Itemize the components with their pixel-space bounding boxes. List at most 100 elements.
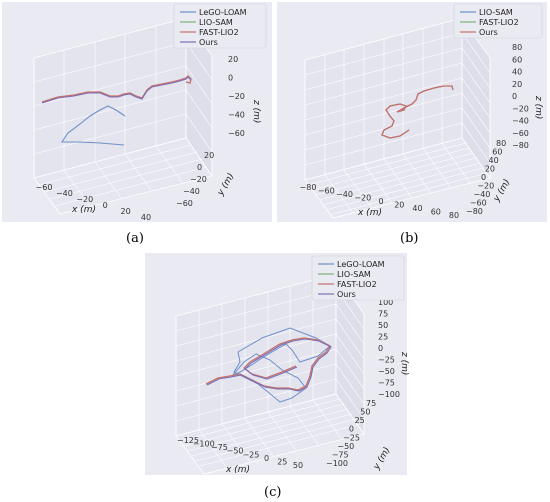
tick-label: −125 — [177, 436, 199, 445]
panel-c-caption: (c) — [264, 485, 281, 500]
panel-c-legend-label: Ours — [337, 290, 356, 299]
tick-label: −60 — [228, 129, 245, 138]
panel-b-z-ticks: 80 60 40 20 0 −20 −40 −60 −80 — [512, 43, 529, 150]
tick-label: −25 — [242, 450, 259, 459]
panel-a-xlabel: x (m) — [71, 205, 96, 215]
tick-label: 75 — [378, 310, 388, 319]
tick-label: 50 — [378, 321, 388, 330]
tick-label: −20 — [477, 182, 494, 191]
tick-label: −75 — [211, 443, 228, 452]
tick-label: 50 — [360, 408, 370, 417]
panel-a-z-ticks: 20 0 −20 −40 −60 — [228, 55, 245, 138]
panel-b-series-ours — [381, 85, 454, 139]
panel-a-grid — [33, 26, 213, 207]
panel-b-legend-label: Ours — [479, 28, 498, 37]
tick-label: 80 — [512, 43, 522, 52]
tick-label: 0 — [228, 74, 233, 83]
panel-b-legend-label: FAST-LIO2 — [479, 18, 519, 27]
tick-label: 60 — [512, 55, 522, 64]
tick-label: −60 — [36, 183, 53, 192]
tick-label: 20 — [485, 165, 495, 174]
tick-label: 20 — [204, 151, 214, 160]
tick-label: −80 — [512, 141, 529, 150]
tick-label: −40 — [56, 189, 73, 198]
tick-label: 0 — [481, 173, 486, 182]
tick-label: 60 — [431, 208, 441, 217]
tick-label: 20 — [228, 55, 238, 64]
panel-a-legend-label: Ours — [199, 38, 218, 47]
panel-b-caption: (b) — [400, 231, 418, 246]
tick-label: −100 — [326, 459, 348, 468]
tick-label: −25 — [378, 356, 395, 365]
panel-c-x-ticks: −125−100−75−50−25 0 25 50 — [177, 436, 303, 470]
tick-label: −50 — [337, 442, 354, 451]
panel-b-zlabel: z (m) — [533, 95, 543, 119]
tick-label: −20 — [76, 195, 93, 204]
tick-label: −100 — [378, 390, 400, 399]
tick-label: −40 — [336, 190, 353, 199]
tick-label: 40 — [512, 68, 522, 77]
tick-label: −80 — [300, 183, 317, 192]
tick-label: 25 — [378, 333, 388, 342]
panel-a-caption: (a) — [126, 231, 144, 246]
panel-a-legend: LeGO-LOAM LIO-SAM FAST-LIO2 Ours — [173, 3, 267, 49]
tick-label: −60 — [470, 199, 487, 208]
panel-c-legend: LeGO-LOAM LIO-SAM FAST-LIO2 Ours — [311, 255, 405, 301]
panel-b-grid — [304, 23, 491, 216]
panel-a-legend-label: LeGO-LOAM — [199, 8, 247, 17]
panel-c: −125−100−75−50−25 0 25 50 −100−75−50−250255… — [145, 253, 409, 500]
tick-label: −25 — [343, 433, 360, 442]
tick-label: 0 — [378, 197, 383, 206]
tick-label: 20 — [394, 201, 404, 210]
panel-a-legend-label: FAST-LIO2 — [199, 28, 239, 37]
tick-label: 20 — [121, 207, 131, 216]
tick-label: 0 — [197, 163, 202, 172]
tick-label: 80 — [449, 211, 459, 220]
panel-b-legend-label: LIO-SAM — [479, 8, 513, 17]
panel-b-xlabel: x (m) — [357, 208, 382, 218]
tick-label: 0 — [512, 92, 517, 101]
tick-label: 60 — [492, 148, 502, 157]
tick-label: 0 — [378, 344, 383, 353]
tick-label: 0 — [349, 425, 354, 434]
tick-label: 25 — [355, 416, 365, 425]
panel-c-zlabel: z (m) — [399, 351, 409, 375]
tick-label: −20 — [512, 104, 529, 113]
tick-label: −40 — [183, 187, 200, 196]
panel-a-series-ours — [41, 76, 192, 104]
tick-label: −75 — [332, 450, 349, 459]
panel-a-floor-pane — [33, 137, 213, 215]
tick-label: −20 — [190, 175, 207, 184]
tick-label: 0 — [103, 201, 108, 210]
tick-label: 100 — [378, 298, 393, 307]
tick-label: −50 — [378, 367, 395, 376]
panel-c-grid — [175, 280, 365, 469]
tick-label: −60 — [176, 199, 193, 208]
tick-label: 25 — [277, 457, 287, 466]
tick-label: −40 — [474, 190, 491, 199]
tick-label: −60 — [512, 129, 529, 138]
panel-c-xlabel: x (m) — [225, 465, 250, 475]
panel-a-series-lego-loam — [60, 105, 126, 146]
panel-c-legend-label: FAST-LIO2 — [337, 280, 377, 289]
tick-label: 50 — [293, 461, 303, 470]
panel-a-y-ticks: −60 −40 −20 020 — [176, 151, 214, 208]
panel-c-series-ours — [206, 338, 332, 392]
tick-label: 20 — [512, 80, 522, 89]
panel-b: −80 −60 −40 −20 0 20 40 60 80 −80−60−40−20020406… — [277, 2, 547, 246]
tick-label: −40 — [228, 111, 245, 120]
tick-label: −80 — [466, 207, 483, 216]
tick-label: −60 — [318, 187, 335, 196]
tick-label: −20 — [228, 92, 245, 101]
panel-c-series-lego-loam — [231, 327, 331, 403]
panel-c-legend-label: LIO-SAM — [337, 270, 371, 279]
tick-label: −40 — [512, 117, 529, 126]
tick-label: 40 — [489, 156, 499, 165]
panel-a-legend-label: LIO-SAM — [199, 18, 233, 27]
tick-label: 40 — [412, 204, 422, 213]
panel-b-x-ticks: −80 −60 −40 −20 0 20 40 60 80 — [300, 183, 460, 220]
